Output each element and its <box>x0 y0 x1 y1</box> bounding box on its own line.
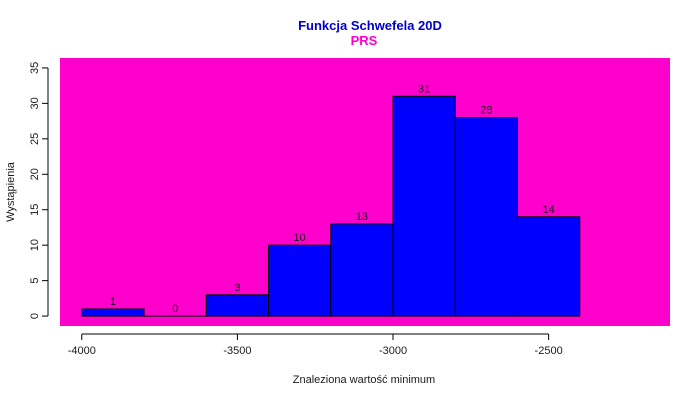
bar-7 <box>517 216 581 317</box>
bar-label-3: 10 <box>294 232 306 244</box>
y-tick-label-7: 35 <box>29 62 41 74</box>
x-tick-label-2: -3000 <box>379 345 407 357</box>
y-tick-label-5: 25 <box>29 133 41 145</box>
bar-label-6: 28 <box>480 105 492 117</box>
bar-4 <box>330 223 394 317</box>
x-tick-label-1: -3500 <box>223 345 251 357</box>
bar-label-4: 13 <box>356 211 368 223</box>
y-tick-label-1: 5 <box>29 278 41 284</box>
y-tick-label-4: 20 <box>29 168 41 180</box>
chart-title: Funkcja Schwefela 20D <box>298 18 442 33</box>
y-axis-label: Wystąpienia <box>5 161 17 222</box>
bar-label-5: 31 <box>418 83 430 95</box>
chart-subtitle: PRS <box>351 33 378 48</box>
x-tick-label-0: -4000 <box>68 345 96 357</box>
bar-label-2: 3 <box>234 282 240 294</box>
bar-label-7: 14 <box>542 204 554 216</box>
y-tick-label-0: 0 <box>29 313 41 319</box>
bar-0 <box>81 308 145 317</box>
x-axis-label: Znaleziona wartość minimum <box>293 374 435 386</box>
y-tick-label-2: 10 <box>29 239 41 251</box>
bar-label-0: 1 <box>110 296 116 308</box>
bars-layer <box>81 95 581 317</box>
x-axis: -4000 -3500 -3000 -2500 <box>68 333 563 357</box>
bar-label-1: 0 <box>172 303 178 315</box>
bar-2 <box>205 294 270 317</box>
y-tick-label-3: 15 <box>29 204 41 216</box>
y-tick-label-6: 30 <box>29 97 41 109</box>
bar-6 <box>454 117 518 317</box>
bar-3 <box>268 244 332 317</box>
y-axis: 0 5 10 15 20 25 30 35 <box>29 62 49 319</box>
bar-5 <box>392 95 456 317</box>
x-tick-label-3: -2500 <box>535 345 563 357</box>
